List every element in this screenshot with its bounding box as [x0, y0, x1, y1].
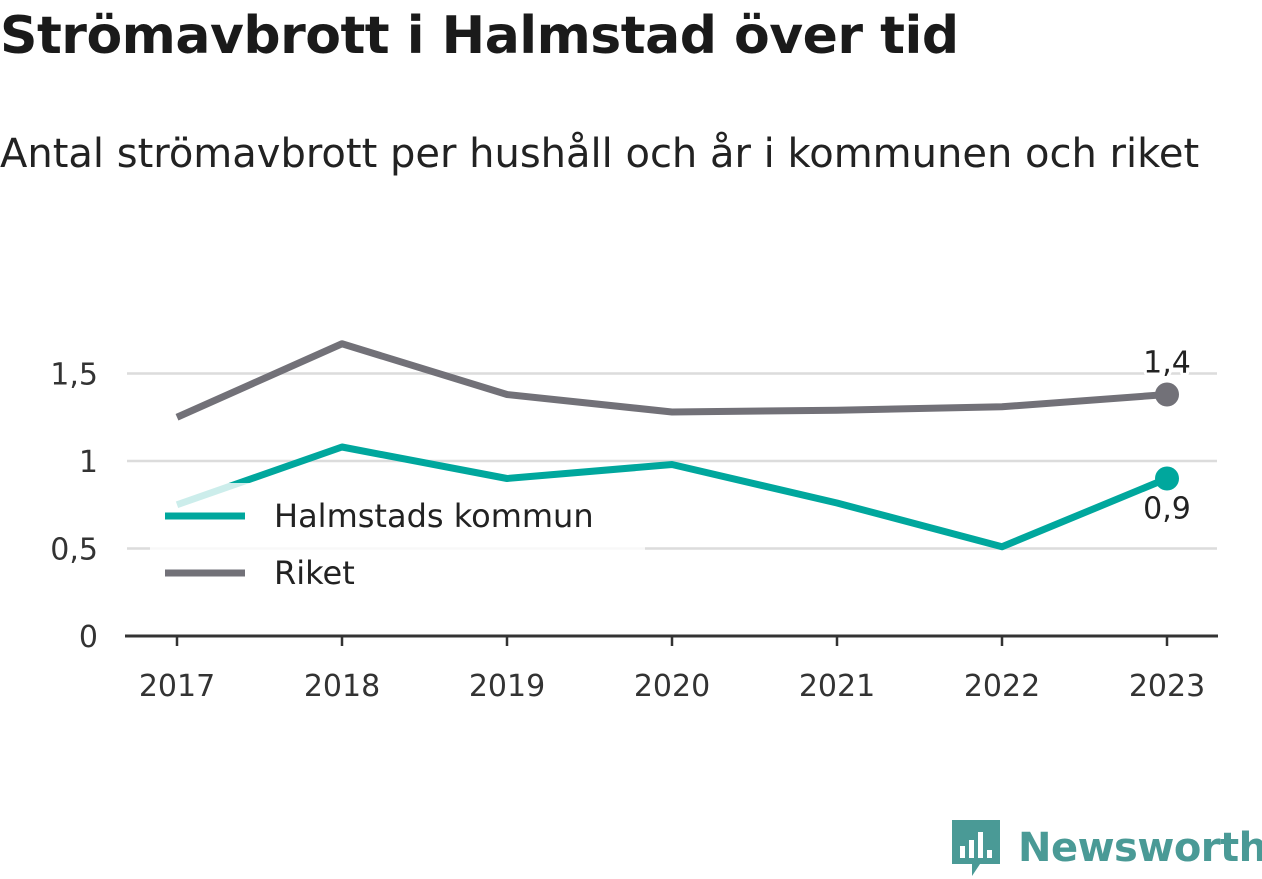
x-tick-label: 2020 [634, 669, 710, 704]
x-tick-label: 2023 [1129, 669, 1205, 704]
chart-subtitle: Antal strömavbrott per hushåll och år i … [0, 131, 1200, 177]
legend-entry: Riket [274, 554, 355, 592]
y-tick-label: 0 [79, 620, 98, 655]
brand-name: Newsworthy [1018, 825, 1262, 871]
legend-background [150, 483, 645, 601]
x-tick-label: 2017 [139, 669, 215, 704]
x-axis [125, 634, 1218, 646]
y-tick-label: 0,5 [50, 533, 98, 568]
end-labels: 1,4 0,9 [1140, 343, 1194, 530]
x-tick-label: 2021 [799, 669, 875, 704]
end-label-1: 1,4 [1143, 346, 1191, 381]
legend-entry: Halmstads kommun [274, 497, 594, 535]
series-line-0 [175, 443, 1169, 551]
x-tick-labels: 2017 2018 2019 2020 2021 2022 2023 [139, 669, 1205, 704]
series-line-1 [175, 340, 1168, 421]
y-axis: 0 0,5 1 1,5 [50, 358, 98, 656]
end-point-1 [1155, 382, 1179, 407]
x-tick-label: 2022 [964, 669, 1040, 704]
chart-title: Strömavbrott i Halmstad över tid [0, 6, 959, 66]
x-tick-label: 2019 [469, 669, 545, 704]
end-label-0: 0,9 [1143, 492, 1191, 527]
legend: Halmstads kommun Riket [150, 483, 645, 601]
y-tick-label: 1 [79, 445, 98, 480]
brand-logo: Newsworthy [950, 818, 1262, 878]
x-tick-label: 2018 [304, 669, 380, 704]
y-tick-label: 1,5 [50, 358, 98, 393]
newsworthy-logo-icon [952, 820, 1000, 876]
series-lines [175, 340, 1179, 551]
end-point-0 [1155, 466, 1179, 491]
